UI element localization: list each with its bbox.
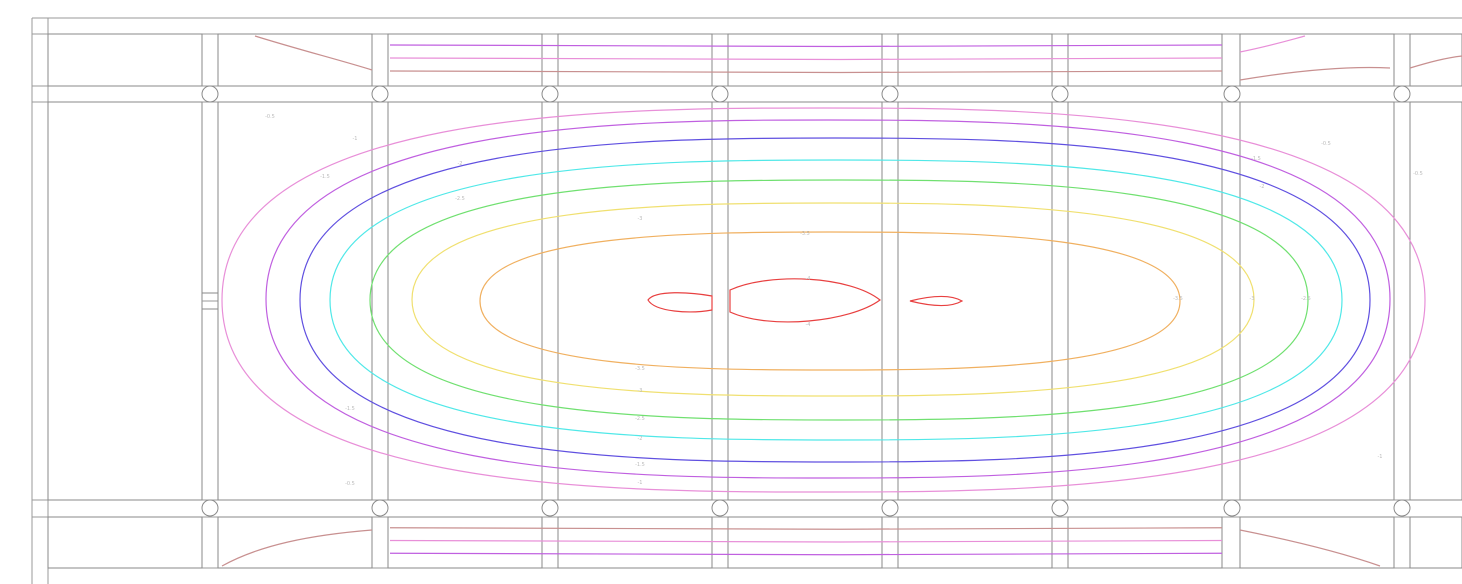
slab-panel-bottom xyxy=(1409,516,1462,569)
column-circle xyxy=(541,85,559,103)
column-circle xyxy=(371,499,389,517)
contour-ring xyxy=(411,202,1255,397)
contour-label: -3 xyxy=(638,216,643,222)
contour-label: -4 xyxy=(806,276,811,282)
contour-labels: -0.5 -1 -1.5 -2 -2.5 -3 -3.5 -4 -4 -3.5 -3 -2.5 -2 -1… xyxy=(265,114,1423,487)
contour-peak xyxy=(909,295,964,307)
slab-panel-top xyxy=(1239,33,1395,87)
column-circle xyxy=(1393,499,1411,517)
contour-label: -3 xyxy=(1250,296,1255,302)
contour-label: -0.5 xyxy=(1321,141,1331,147)
slab-panel-main xyxy=(897,101,1053,501)
contour-label: -1 xyxy=(638,480,643,486)
contour-ring xyxy=(265,119,1391,479)
contour-label: -0.5 xyxy=(345,481,355,487)
slab-panel-bottom xyxy=(557,516,713,569)
contour-label: -2.5 xyxy=(455,196,465,202)
contour-label: -3.5 xyxy=(635,366,645,372)
edge-panel xyxy=(47,33,203,87)
contour-label: -2.5 xyxy=(635,416,645,422)
slab-panel-top xyxy=(897,33,1053,87)
column-circle xyxy=(881,499,899,517)
contour-label: -2 xyxy=(638,436,643,442)
contour-label: -1 xyxy=(1378,454,1383,460)
slab-panel-bottom xyxy=(897,516,1053,569)
contour-ring xyxy=(369,179,1309,421)
contour-label: -1.5 xyxy=(635,462,645,468)
slab-panel-main xyxy=(387,101,543,501)
slab-panel-main xyxy=(1067,101,1223,501)
top-strip-contour xyxy=(389,44,1223,48)
slab-panel-bottom xyxy=(1239,516,1395,569)
slab-panel-top xyxy=(217,33,373,87)
bottom-strip-contour xyxy=(389,527,1223,530)
column-circle xyxy=(881,85,899,103)
contour-ring xyxy=(299,137,1371,463)
column-circle xyxy=(541,499,559,517)
contour-label: -2 xyxy=(458,161,463,167)
slab-panel-bottom xyxy=(1067,516,1223,569)
corner-contour xyxy=(1409,55,1462,69)
column-circle xyxy=(1223,85,1241,103)
top-strip-contour xyxy=(389,57,1223,61)
contour-label: -3 xyxy=(638,388,643,394)
contour-ring xyxy=(329,159,1343,441)
slab-panel-main xyxy=(217,101,373,501)
contour-label: -1 xyxy=(353,136,358,142)
bottom-strip-contour xyxy=(389,552,1223,556)
contour-label: -1.5 xyxy=(345,406,355,412)
contour-ring xyxy=(479,231,1181,371)
contour-lines xyxy=(221,35,1462,567)
contour-label: -2 xyxy=(1260,184,1265,190)
contour-label: -0.5 xyxy=(1413,171,1423,177)
edge-panel xyxy=(47,101,203,501)
column-circle xyxy=(711,85,729,103)
column-circle xyxy=(371,85,389,103)
slab-panel-bottom xyxy=(727,516,883,569)
corner-contour xyxy=(221,529,373,567)
column-circle xyxy=(201,85,219,103)
corner-contour xyxy=(1239,529,1381,567)
columns xyxy=(201,85,1411,517)
slab-panel-top xyxy=(557,33,713,87)
corner-contour xyxy=(1239,66,1391,81)
structural-grid xyxy=(31,17,1462,584)
slab-panel-main xyxy=(1239,101,1395,501)
corner-contour xyxy=(1239,35,1306,53)
contour-label: -2.5 xyxy=(1301,296,1311,302)
contour-label: -4 xyxy=(806,322,811,328)
contour-peak xyxy=(647,292,713,313)
slab-panel-top xyxy=(1067,33,1223,87)
contour-label: -1.5 xyxy=(320,174,330,180)
edge-panel xyxy=(47,516,203,569)
slab-panel-top xyxy=(1409,33,1462,87)
column-circle xyxy=(201,499,219,517)
contour-label: -0.5 xyxy=(265,114,275,120)
contour-label: -3.5 xyxy=(800,231,810,237)
top-strip-contour xyxy=(389,70,1223,74)
bottom-strip-contour xyxy=(389,539,1223,543)
contour-ring xyxy=(221,107,1426,493)
column-circle xyxy=(711,499,729,517)
column-circle xyxy=(1393,85,1411,103)
column-circle xyxy=(1223,499,1241,517)
column-circle xyxy=(1051,499,1069,517)
slab-panel-bottom xyxy=(387,516,543,569)
slab-panel-top xyxy=(387,33,543,87)
contour-label: -1.5 xyxy=(1251,156,1261,162)
contour-peak xyxy=(729,278,881,323)
column-circle xyxy=(1051,85,1069,103)
slab-panel-bottom xyxy=(217,516,373,569)
contour-label: -3.5 xyxy=(1173,296,1183,302)
corner-contour xyxy=(254,35,373,71)
slab-panel-top xyxy=(727,33,883,87)
slab-panel-main xyxy=(1409,101,1462,501)
slab-panels xyxy=(217,33,1462,569)
slab-panel-main xyxy=(727,101,883,501)
